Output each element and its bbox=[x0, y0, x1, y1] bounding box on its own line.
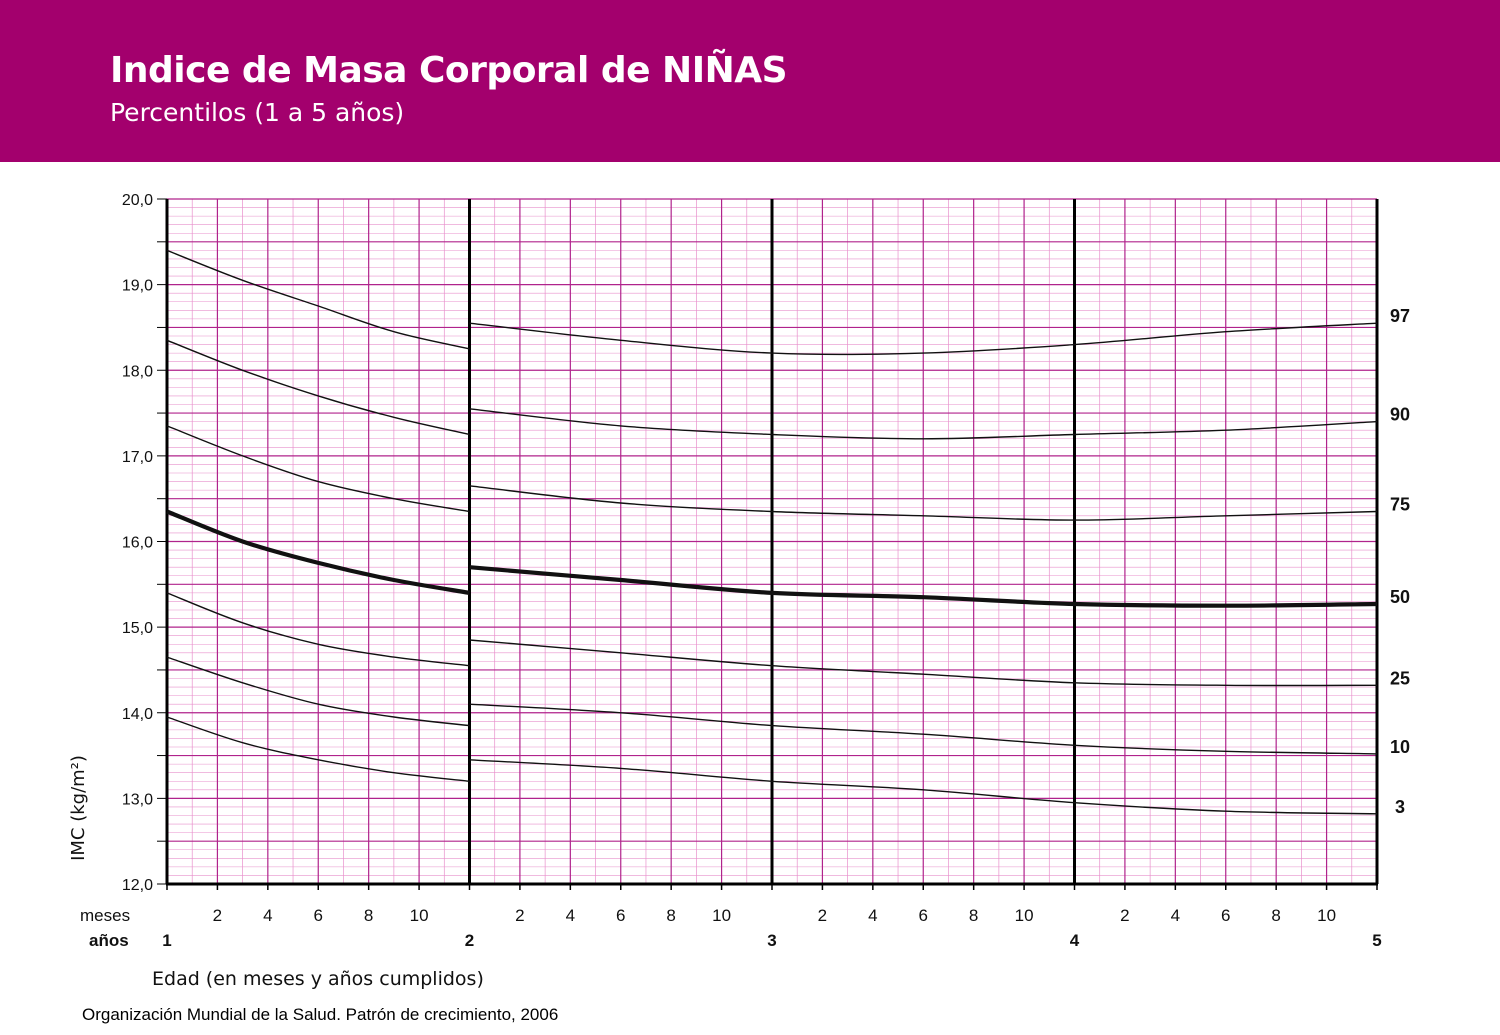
month-tick-label: 2 bbox=[1120, 906, 1129, 925]
y-axis-label: IMC (kg/m²) bbox=[68, 755, 89, 861]
month-tick-label: 2 bbox=[818, 906, 827, 925]
month-tick-label: 2 bbox=[213, 906, 222, 925]
months-row-label: meses bbox=[80, 906, 130, 925]
percentile-curve-p50 bbox=[166, 509, 470, 595]
month-tick-label: 2 bbox=[515, 906, 524, 925]
percentile-curve-p3 bbox=[469, 759, 1378, 815]
percentile-curve-p10 bbox=[469, 703, 1378, 755]
month-tick-label: 10 bbox=[1317, 906, 1336, 925]
percentile-curve-p25 bbox=[469, 639, 1378, 687]
page-subtitle: Percentilos (1 a 5 años) bbox=[110, 98, 405, 127]
month-tick-label: 8 bbox=[666, 906, 675, 925]
year-tick-label: 2 bbox=[465, 931, 474, 950]
month-tick-label: 10 bbox=[1015, 906, 1034, 925]
month-tick-label: 8 bbox=[969, 906, 978, 925]
percentile-curve-p97 bbox=[166, 249, 470, 350]
year-tick-label: 3 bbox=[767, 931, 776, 950]
percentile-curve-p10 bbox=[166, 656, 470, 727]
month-tick-label: 10 bbox=[410, 906, 429, 925]
percentile-label-p3: 3 bbox=[1395, 797, 1405, 817]
month-tick-label: 6 bbox=[919, 906, 928, 925]
year-tick-label: 1 bbox=[162, 931, 171, 950]
y-tick-label: 14,0 bbox=[122, 706, 153, 723]
percentile-label-p75: 75 bbox=[1390, 495, 1410, 515]
percentile-label-p10: 10 bbox=[1390, 737, 1410, 757]
y-tick-label: 12,0 bbox=[122, 877, 153, 894]
percentile-curve-p75 bbox=[166, 425, 470, 513]
y-tick-label: 18,0 bbox=[122, 363, 153, 380]
percentile-labels: 97 90 75 50 25 10 3 bbox=[1390, 306, 1410, 817]
y-tick-label: 16,0 bbox=[122, 535, 153, 552]
year-tick-label: 4 bbox=[1070, 931, 1080, 950]
page-title: Indice de Masa Corporal de NIÑAS bbox=[110, 50, 788, 91]
percentile-curve-p90 bbox=[469, 408, 1378, 440]
years-row-label: años bbox=[89, 931, 129, 950]
percentile-curve-p75 bbox=[469, 485, 1378, 521]
year-divider-lines bbox=[157, 198, 1379, 890]
header-banner: Indice de Masa Corporal de NIÑAS Percent… bbox=[0, 0, 1500, 162]
month-tick-label: 4 bbox=[868, 906, 877, 925]
month-tick-label: 4 bbox=[263, 906, 272, 925]
percentile-label-p97: 97 bbox=[1390, 306, 1410, 326]
year-tick-label: 5 bbox=[1372, 931, 1381, 950]
month-tick-label: 10 bbox=[712, 906, 731, 925]
percentile-curve-p90 bbox=[166, 339, 470, 436]
percentile-curve-p50 bbox=[469, 565, 1378, 608]
y-tick-label: 15,0 bbox=[122, 620, 153, 637]
percentile-label-p50: 50 bbox=[1390, 587, 1410, 607]
percentile-curve-p97 bbox=[469, 322, 1378, 356]
x-tick-labels: 2 4 6 8 10 2 4 6 8 10 2 4 6 8 10 2 4 6 8 101 2 3 4 5 bbox=[162, 906, 1381, 950]
y-tick-label: 17,0 bbox=[122, 449, 153, 466]
month-tick-label: 6 bbox=[1221, 906, 1230, 925]
month-tick-label: 6 bbox=[616, 906, 625, 925]
percentile-curves bbox=[166, 249, 1378, 815]
percentile-curve-p25 bbox=[166, 592, 470, 667]
month-tick-label: 8 bbox=[1271, 906, 1280, 925]
y-tick-labels: 12,0 13,0 14,0 15,0 16,0 17,0 18,0 19,0 20,0 bbox=[122, 192, 153, 894]
percentile-label-p90: 90 bbox=[1390, 405, 1410, 425]
percentile-label-p25: 25 bbox=[1390, 668, 1410, 688]
x-axis-label: Edad (en meses y años cumplidos) bbox=[152, 968, 484, 990]
percentile-curve-p3 bbox=[166, 716, 470, 782]
month-tick-label: 6 bbox=[314, 906, 323, 925]
y-tick-label: 19,0 bbox=[122, 278, 153, 295]
month-tick-label: 4 bbox=[566, 906, 575, 925]
month-tick-label: 8 bbox=[364, 906, 373, 925]
source-credit: Organización Mundial de la Salud. Patrón… bbox=[82, 1005, 559, 1024]
y-tick-label: 13,0 bbox=[122, 791, 153, 808]
y-tick-label: 20,0 bbox=[122, 192, 153, 209]
month-tick-label: 4 bbox=[1171, 906, 1180, 925]
